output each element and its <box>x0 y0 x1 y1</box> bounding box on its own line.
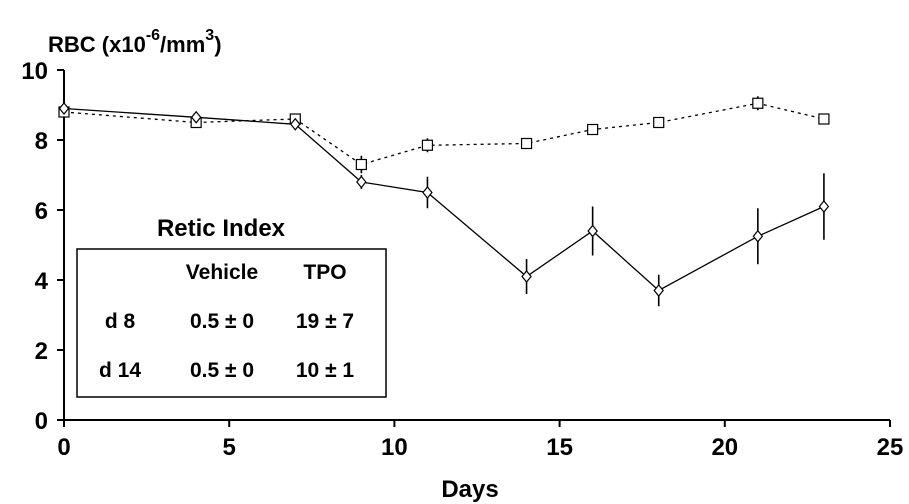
x-tick-label: 0 <box>57 434 70 461</box>
y-axis-label-exponent: -6 <box>146 27 160 44</box>
y-axis-label-unit-exponent: 3 <box>205 27 214 44</box>
x-axis-label: Days <box>441 476 498 503</box>
data-point-diamond <box>422 186 433 199</box>
x-tick-label: 15 <box>546 434 573 461</box>
axes: 0 2 4 6 8 10 0 5 10 15 20 25 <box>21 58 903 461</box>
inset-cell: d 8 <box>105 310 136 333</box>
x-tick-label: 10 <box>381 434 408 461</box>
data-point-diamond <box>190 110 202 124</box>
series-layer <box>58 96 830 307</box>
x-tick-label: 20 <box>711 434 738 461</box>
y-axis-label-middle: /mm <box>160 32 205 57</box>
data-point-diamond <box>587 224 598 238</box>
inset-cell: 0.5 ± 0 <box>190 359 254 382</box>
inset-column-header: Vehicle <box>186 261 258 284</box>
data-point-diamond <box>290 117 301 131</box>
y-tick-label: 10 <box>21 58 48 85</box>
data-point-square <box>653 116 665 129</box>
data-point-diamond <box>521 270 532 283</box>
series-line <box>63 107 825 292</box>
data-point-square <box>587 123 599 136</box>
y-tick-label: 2 <box>35 338 48 365</box>
y-axis-label-prefix: RBC (x10 <box>48 32 146 57</box>
data-point-diamond <box>818 200 830 213</box>
data-point-diamond <box>58 102 70 115</box>
y-axis-label: RBC (x10-6/mm3) <box>48 27 222 57</box>
data-point-diamond <box>356 175 367 189</box>
inset-cell: d 14 <box>99 359 141 382</box>
series-line <box>63 102 825 166</box>
y-tick-label: 6 <box>35 198 48 225</box>
y-tick-label: 4 <box>35 268 49 295</box>
data-point-square <box>818 113 830 125</box>
data-point-square <box>421 139 434 151</box>
series-square <box>58 96 830 174</box>
series-diamond <box>58 102 830 307</box>
x-tick-label: 25 <box>877 434 904 461</box>
inset-cell: 10 ± 1 <box>296 359 355 382</box>
inset-box <box>76 248 387 398</box>
data-point-square <box>520 137 533 150</box>
inset-title: Retic Index <box>157 215 286 242</box>
data-point-diamond <box>752 229 764 243</box>
data-point-square <box>355 158 367 171</box>
data-point-diamond <box>653 284 664 297</box>
data-point-square <box>752 97 764 109</box>
x-tick-label: 5 <box>223 434 236 461</box>
y-tick-label: 0 <box>35 408 48 435</box>
inset-cell: 0.5 ± 0 <box>190 310 254 333</box>
inset-cell: 19 ± 7 <box>296 310 354 333</box>
retic-index-inset: Retic Index Vehicle TPO d 8 0.5 ± 0 19 ± 7 d 1… <box>76 215 387 398</box>
y-axis-label-suffix: ) <box>214 32 221 57</box>
y-tick-label: 8 <box>35 128 48 155</box>
inset-column-header: TPO <box>303 261 346 284</box>
